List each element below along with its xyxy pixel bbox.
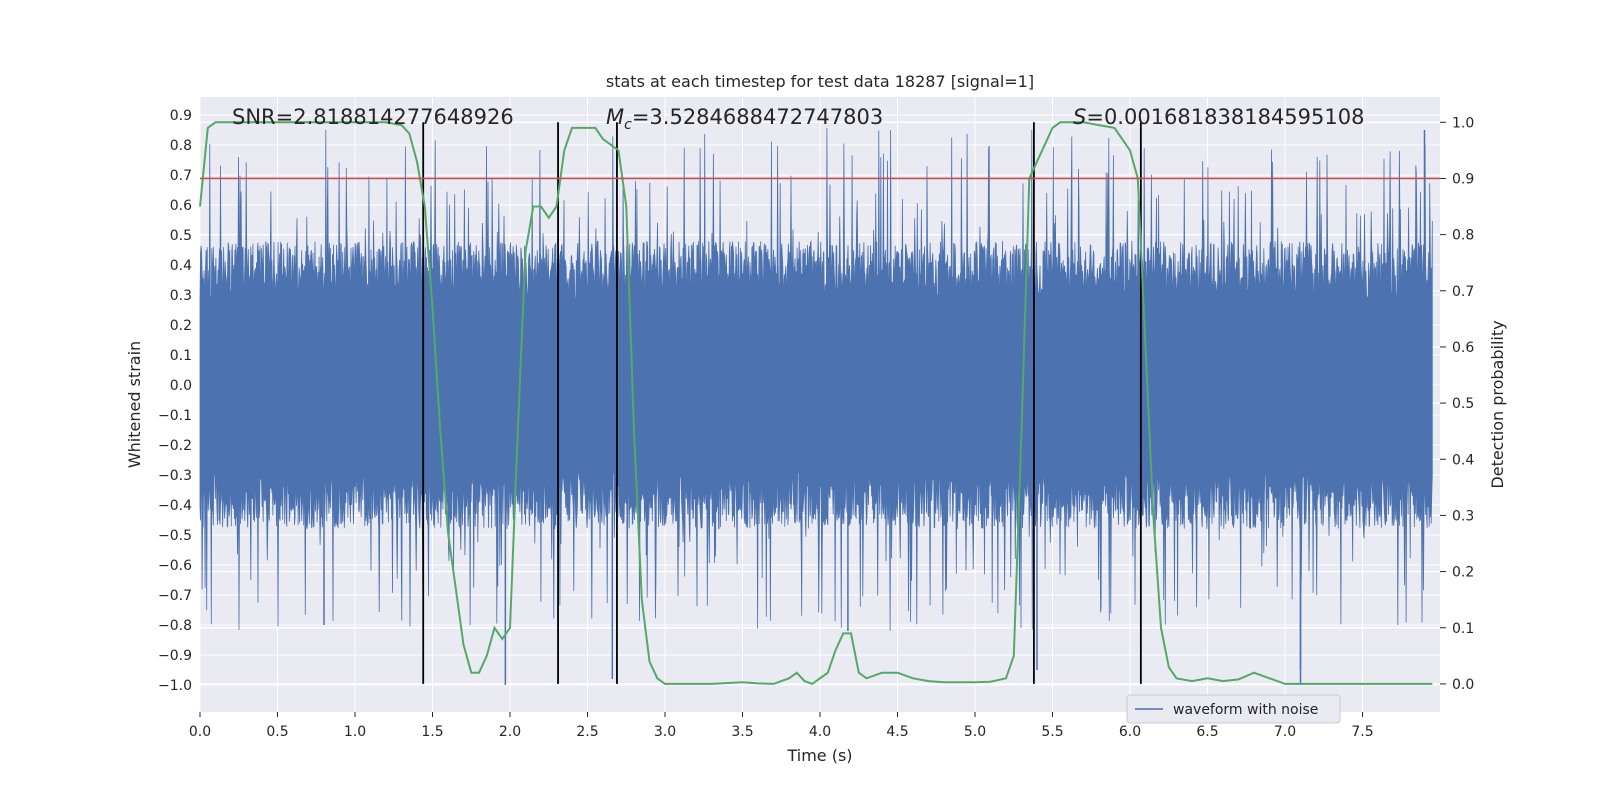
x-axis-label: Time (s) xyxy=(786,746,852,765)
x-tick-label: 5.0 xyxy=(964,724,986,740)
y-tick-label-right: 0.5 xyxy=(1452,396,1474,412)
y-tick-label-left: 0.0 xyxy=(170,378,192,394)
y-tick-label-left: −1.0 xyxy=(158,678,192,694)
x-tick-label: 2.0 xyxy=(499,724,521,740)
x-tick-label: 7.0 xyxy=(1274,724,1296,740)
y-axis-label-left: Whitened strain xyxy=(125,341,144,468)
x-tick-label: 3.0 xyxy=(654,724,676,740)
mc-value: =3.5284688472747803 xyxy=(632,105,883,129)
y-tick-label-right: 0.2 xyxy=(1452,565,1474,581)
x-tick-label: 0.5 xyxy=(266,724,288,740)
y-tick-label-left: 0.1 xyxy=(170,348,192,364)
snr-annotation: SNR=2.818814277648926 xyxy=(232,105,514,129)
y-axis-label-right: Detection probability xyxy=(1488,320,1507,488)
y-tick-label-left: 0.9 xyxy=(170,108,192,124)
x-tick-label: 7.5 xyxy=(1351,724,1373,740)
x-tick-label: 1.5 xyxy=(421,724,443,740)
s-symbol: S xyxy=(1073,105,1086,129)
y-tick-label-left: −0.1 xyxy=(158,408,192,424)
x-tick-label: 2.5 xyxy=(576,724,598,740)
x-tick-label: 4.5 xyxy=(886,724,908,740)
y-tick-label-left: 0.6 xyxy=(170,198,192,214)
y-tick-label-right: 0.8 xyxy=(1452,228,1474,244)
x-tick-label: 6.0 xyxy=(1119,724,1141,740)
y-tick-label-right: 0.9 xyxy=(1452,171,1474,187)
y-tick-label-right: 1.0 xyxy=(1452,115,1474,131)
y-tick-label-right: 0.4 xyxy=(1452,452,1474,468)
chirp-mass-annotation: Mc=3.5284688472747803 xyxy=(606,105,883,133)
y-tick-label-left: 0.5 xyxy=(170,228,192,244)
x-tick-label: 3.5 xyxy=(731,724,753,740)
y-tick-label-left: −0.4 xyxy=(158,498,192,514)
y-tick-label-left: 0.8 xyxy=(170,138,192,154)
y-tick-label-left: 0.3 xyxy=(170,288,192,304)
mc-subscript: c xyxy=(624,117,632,133)
waveform-band xyxy=(199,128,1433,631)
waveform-series xyxy=(199,128,1433,685)
y-tick-label-left: −0.3 xyxy=(158,468,192,484)
vertical-markers xyxy=(422,122,1142,684)
x-tick-label: 0.0 xyxy=(189,724,211,740)
y-tick-label-left: −0.7 xyxy=(158,588,192,604)
y-tick-label-left: −0.5 xyxy=(158,528,192,544)
s-annotation: S=0.0016818381845951​08 xyxy=(1073,105,1364,129)
probability-series xyxy=(199,121,1433,686)
y-tick-label-right: 0.3 xyxy=(1452,508,1474,524)
s-value: =0.0016818381845951​08 xyxy=(1086,105,1364,129)
probability-line xyxy=(199,121,1433,686)
y-tick-label-right: 0.6 xyxy=(1452,340,1474,356)
legend-entry: waveform with noise xyxy=(1173,702,1318,718)
y-tick-label-right: 0.0 xyxy=(1452,677,1474,693)
x-tick-label: 1.0 xyxy=(344,724,366,740)
x-tick-label: 4.0 xyxy=(809,724,831,740)
x-tick-label: 5.5 xyxy=(1041,724,1063,740)
y-tick-label-right: 0.1 xyxy=(1452,621,1474,637)
legend: waveform with noise xyxy=(1126,694,1341,724)
y-tick-label-left: 0.2 xyxy=(170,318,192,334)
y-tick-label-left: −0.2 xyxy=(158,438,192,454)
y-tick-label-right: 0.7 xyxy=(1452,284,1474,300)
y-tick-label-left: 0.4 xyxy=(170,258,192,274)
y-tick-label-left: 0.7 xyxy=(170,168,192,184)
legend-box xyxy=(1126,694,1341,724)
y-tick-label-left: −0.9 xyxy=(158,648,192,664)
mc-symbol: M xyxy=(606,105,624,129)
x-tick-label: 6.5 xyxy=(1196,724,1218,740)
y-tick-label-left: −0.6 xyxy=(158,558,192,574)
y-tick-label-left: −0.8 xyxy=(158,618,192,634)
chart-title: stats at each timestep for test data 182… xyxy=(606,72,1034,91)
axis-layer: 0.0 0.5 1.0 1.5 2.0 2.5 3.0 3.5 4.0 4.5 5.0 5.5 6.0 6… xyxy=(158,108,1474,740)
